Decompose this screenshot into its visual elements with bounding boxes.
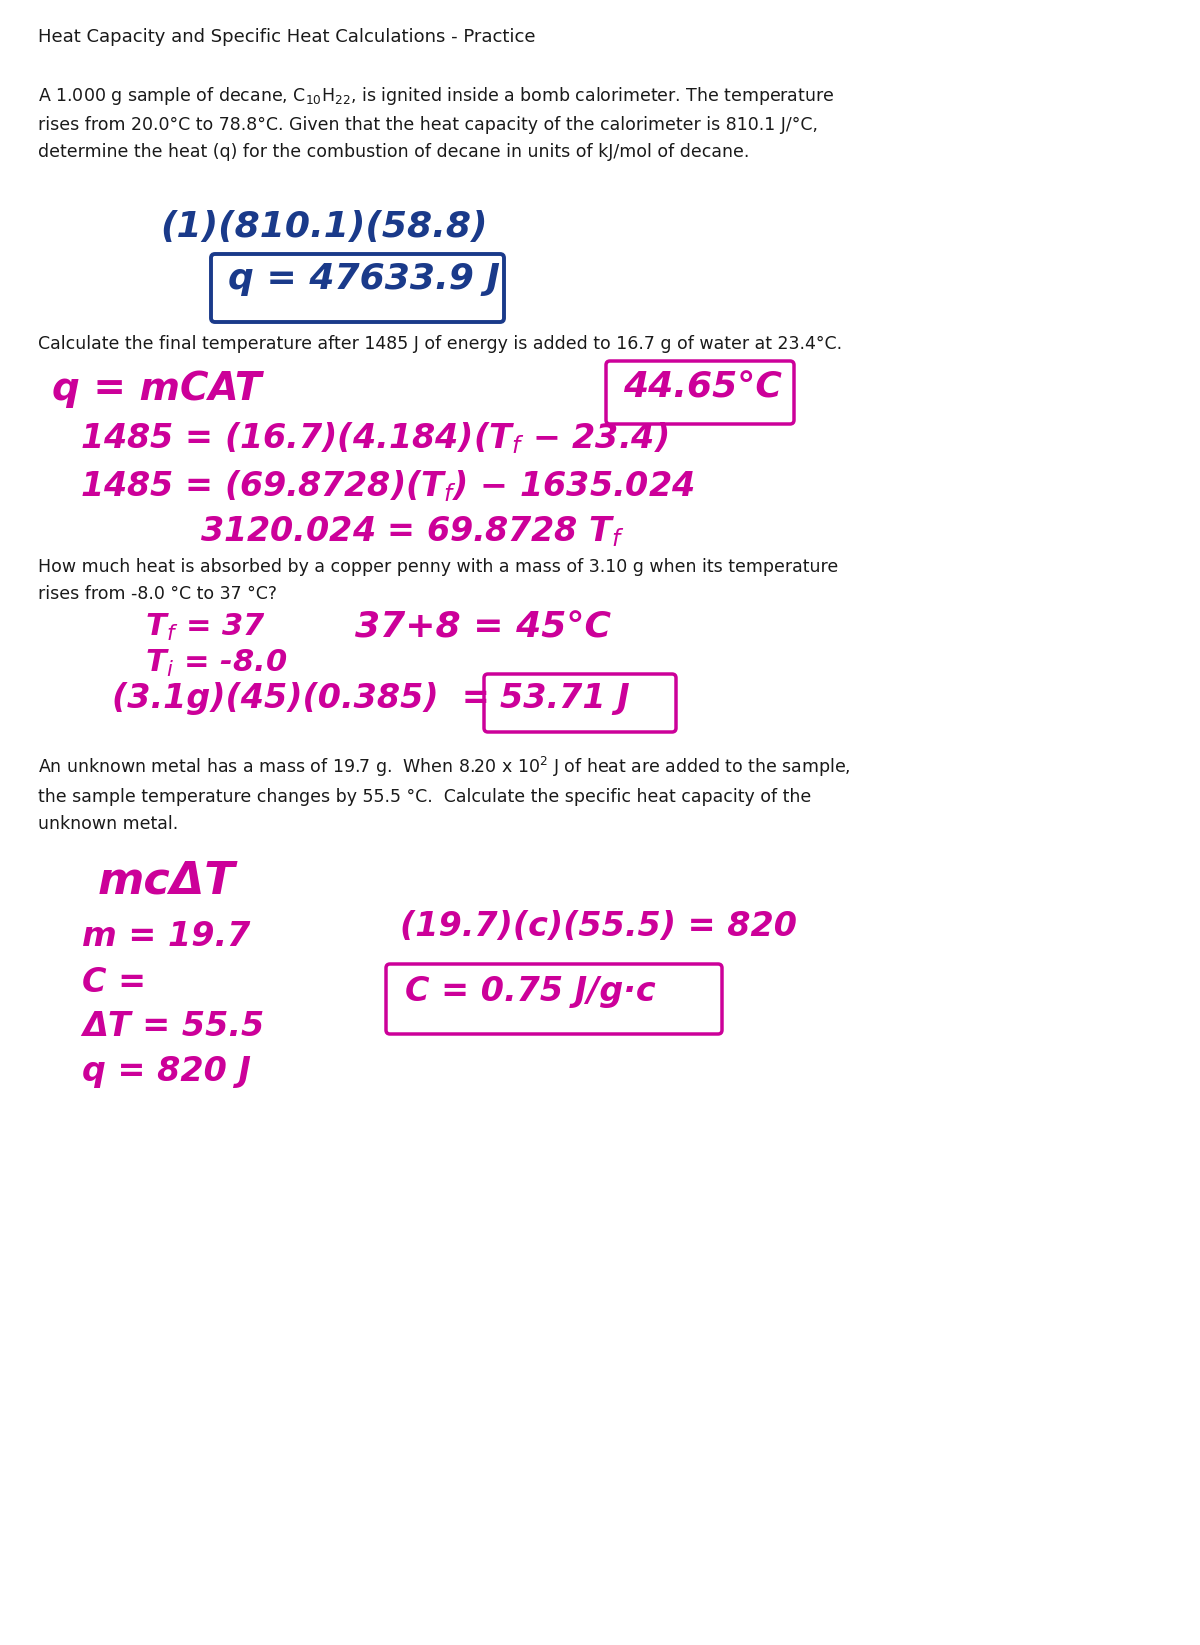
Text: 53.71 J: 53.71 J — [500, 683, 630, 716]
FancyBboxPatch shape — [211, 253, 504, 322]
Text: T$_i$ = -8.0: T$_i$ = -8.0 — [145, 648, 287, 679]
Text: An unknown metal has a mass of 19.7 g.  When 8.20 x 10$^2$ J of heat are added t: An unknown metal has a mass of 19.7 g. W… — [38, 755, 851, 834]
Text: T$_f$ = 37: T$_f$ = 37 — [145, 612, 265, 643]
Text: q = 820 J: q = 820 J — [82, 1054, 251, 1087]
Text: Heat Capacity and Specific Heat Calculations - Practice: Heat Capacity and Specific Heat Calculat… — [38, 28, 535, 46]
Text: How much heat is absorbed by a copper penny with a mass of 3.10 g when its tempe: How much heat is absorbed by a copper pe… — [38, 558, 839, 604]
Text: q = 47633.9 J: q = 47633.9 J — [228, 262, 500, 296]
FancyBboxPatch shape — [386, 964, 722, 1035]
Text: 1485 = (16.7)(4.184)(T$_f$ − 23.4): 1485 = (16.7)(4.184)(T$_f$ − 23.4) — [80, 419, 668, 456]
Text: 37+8 = 45°C: 37+8 = 45°C — [355, 610, 611, 643]
Text: C = 0.75 J/g·c: C = 0.75 J/g·c — [406, 975, 655, 1008]
Text: 3120.024 = 69.8728 T$_f$: 3120.024 = 69.8728 T$_f$ — [200, 513, 625, 549]
Text: mcΔT: mcΔT — [98, 860, 235, 903]
Text: (19.7)(c)(55.5) = 820: (19.7)(c)(55.5) = 820 — [400, 910, 797, 943]
Text: (1)(810.1)(58.8): (1)(810.1)(58.8) — [160, 211, 487, 243]
Text: (3.1g)(45)(0.385)  =: (3.1g)(45)(0.385) = — [112, 683, 490, 716]
Text: Calculate the final temperature after 1485 J of energy is added to 16.7 g of wat: Calculate the final temperature after 14… — [38, 336, 842, 354]
Text: m = 19.7: m = 19.7 — [82, 920, 251, 952]
FancyBboxPatch shape — [606, 360, 794, 424]
Text: 1485 = (69.8728)(T$_f$) − 1635.024: 1485 = (69.8728)(T$_f$) − 1635.024 — [80, 467, 695, 503]
Text: q = mCAT: q = mCAT — [52, 370, 262, 408]
FancyBboxPatch shape — [484, 674, 676, 732]
Text: ΔT = 55.5: ΔT = 55.5 — [82, 1010, 264, 1043]
Text: 44.65°C: 44.65°C — [623, 370, 782, 405]
Text: A 1.000 g sample of decane, C$_{10}$H$_{22}$, is ignited inside a bomb calorimet: A 1.000 g sample of decane, C$_{10}$H$_{… — [38, 86, 834, 161]
Text: C =: C = — [82, 966, 146, 999]
